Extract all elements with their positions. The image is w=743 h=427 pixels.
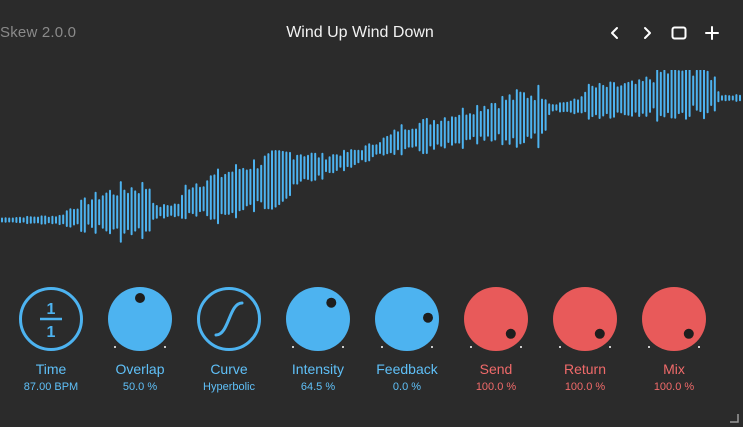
max-tick bbox=[342, 346, 344, 348]
square-icon bbox=[671, 26, 687, 40]
mix-value[interactable]: 100.0 % bbox=[653, 381, 695, 393]
overlap-knob[interactable] bbox=[107, 286, 173, 358]
overlap-knob-body bbox=[108, 287, 172, 351]
plus-icon bbox=[705, 26, 719, 40]
overlap-indicator-dot bbox=[135, 293, 145, 303]
min-tick bbox=[381, 346, 383, 348]
min-tick bbox=[559, 346, 561, 348]
mix-label: Mix bbox=[663, 361, 685, 377]
curve-ring bbox=[197, 287, 261, 351]
mix-knob[interactable] bbox=[641, 286, 707, 358]
preset-name[interactable]: Wind Up Wind Down bbox=[286, 24, 434, 41]
return-label: Return bbox=[563, 361, 607, 377]
waveform-display bbox=[1, 70, 741, 243]
curve-value[interactable]: Hyperbolic bbox=[203, 381, 255, 393]
window-button[interactable] bbox=[667, 20, 691, 46]
max-tick bbox=[609, 346, 611, 348]
curve-label: Curve bbox=[210, 361, 248, 377]
send-label: Send bbox=[479, 361, 513, 377]
intensity-value[interactable]: 64.5 % bbox=[300, 381, 336, 393]
max-tick bbox=[164, 346, 166, 348]
return-knob-body bbox=[553, 287, 617, 351]
min-tick bbox=[114, 346, 116, 348]
s-curve-icon bbox=[214, 301, 244, 337]
chevron-right-icon bbox=[644, 27, 651, 39]
time-denominator: 1 bbox=[47, 324, 56, 341]
intensity-indicator-dot bbox=[326, 297, 337, 308]
overlap-value[interactable]: 50.0 % bbox=[122, 381, 158, 393]
send-indicator-dot bbox=[505, 328, 516, 339]
time-numerator: 1 bbox=[47, 301, 56, 318]
max-tick bbox=[431, 346, 433, 348]
prev-preset-button[interactable] bbox=[603, 20, 627, 46]
time-ring bbox=[19, 287, 83, 351]
intensity-knob[interactable] bbox=[285, 286, 351, 358]
resize-grip-icon[interactable] bbox=[729, 413, 739, 423]
return-value[interactable]: 100.0 % bbox=[564, 381, 606, 393]
feedback-label: Feedback bbox=[376, 361, 438, 377]
feedback-knob-body bbox=[375, 287, 439, 351]
mix-knob-body bbox=[642, 287, 706, 351]
overlap-label: Overlap bbox=[115, 361, 165, 377]
header-bar: Skew 2.0.0 Wind Up Wind Down bbox=[0, 0, 743, 66]
return-indicator-dot bbox=[594, 328, 605, 339]
intensity-label: Intensity bbox=[291, 361, 345, 377]
max-tick bbox=[698, 346, 700, 348]
min-tick bbox=[648, 346, 650, 348]
min-tick bbox=[292, 346, 294, 348]
app-version: Skew 2.0.0 bbox=[0, 24, 77, 41]
min-tick bbox=[470, 346, 472, 348]
feedback-value[interactable]: 0.0 % bbox=[392, 381, 422, 393]
send-knob[interactable] bbox=[463, 286, 529, 358]
return-knob[interactable] bbox=[552, 286, 618, 358]
max-tick bbox=[520, 346, 522, 348]
next-preset-button[interactable] bbox=[635, 20, 659, 46]
chevron-left-icon bbox=[611, 27, 618, 39]
controls-panel: 1 1 Time 87.00 BPM Overlap 50.0 % Curve Hyperbo… bbox=[0, 280, 743, 400]
send-knob-body bbox=[464, 287, 528, 351]
intensity-knob-body bbox=[286, 287, 350, 351]
send-value[interactable]: 100.0 % bbox=[475, 381, 517, 393]
feedback-knob[interactable] bbox=[374, 286, 440, 358]
curve-knob[interactable] bbox=[196, 286, 262, 358]
add-button[interactable] bbox=[700, 20, 724, 46]
time-value[interactable]: 87.00 BPM bbox=[23, 381, 79, 393]
feedback-indicator-dot bbox=[423, 312, 433, 323]
time-label: Time bbox=[35, 361, 67, 377]
mix-indicator-dot bbox=[683, 328, 694, 339]
